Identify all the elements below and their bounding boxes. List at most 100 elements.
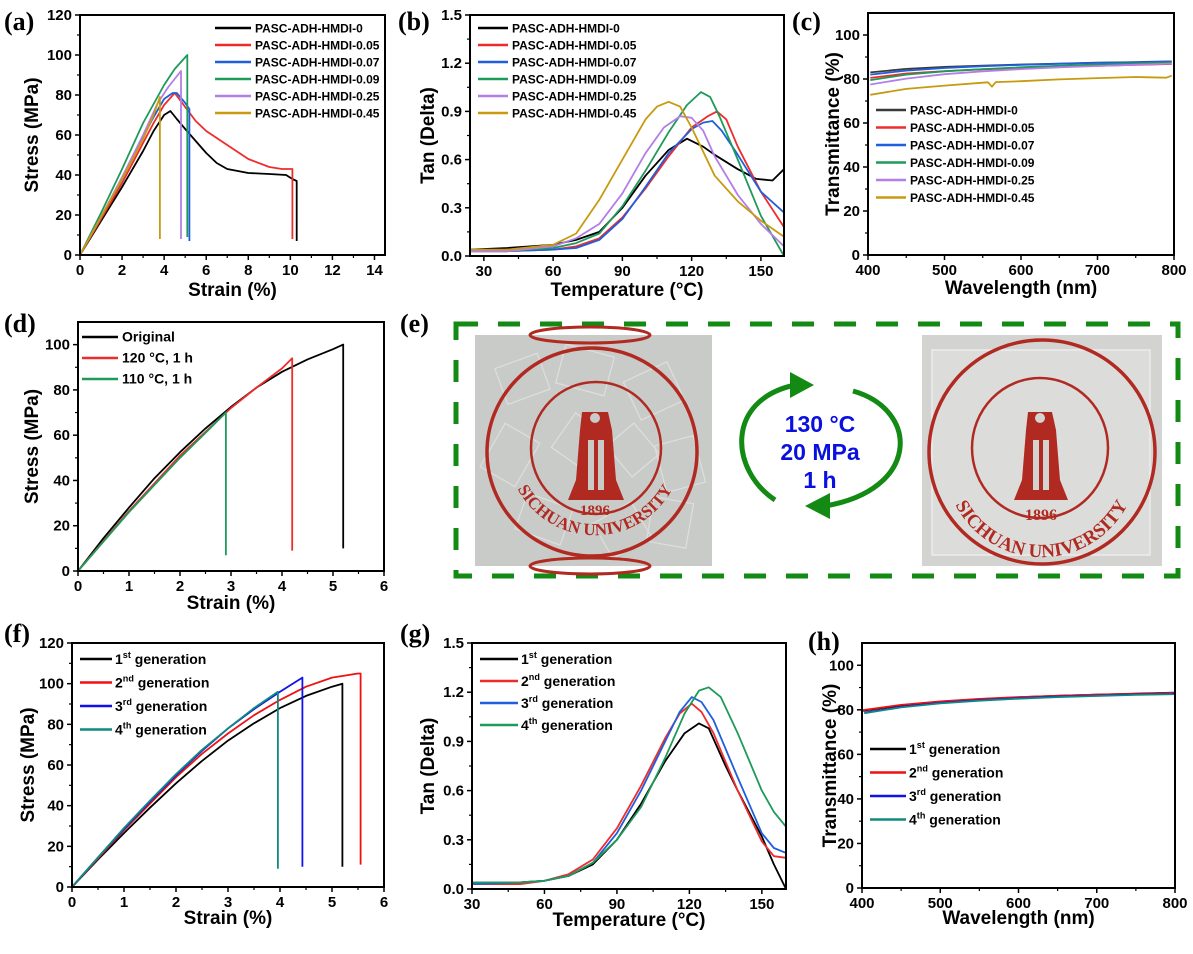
panel-labels: (a) (b) (c) (d) (e) (f) (g) (h) xyxy=(4,7,840,656)
legend-label: 2nd generation xyxy=(115,674,209,691)
legend-label: 3rd generation xyxy=(115,697,207,714)
x-tick-label: 6 xyxy=(202,262,210,279)
y-tick-label: 40 xyxy=(55,167,72,184)
legend-label: PASC-ADH-HMDI-0.45 xyxy=(910,191,1035,205)
series-line-3 xyxy=(870,60,1172,76)
panel-label-g: (g) xyxy=(400,619,430,648)
chart-c: 400 500 600 700 800 0 20 40 60 80 100 Wavelength (n… xyxy=(823,12,1187,299)
y-tick-label: 60 xyxy=(53,427,70,444)
panel-label-c: (c) xyxy=(792,7,821,36)
y-tick-label: 40 xyxy=(843,159,860,176)
series-line-2 xyxy=(472,702,787,885)
x-tick-label: 1 xyxy=(125,578,133,595)
x-axis-title: Temperature (°C) xyxy=(553,910,706,931)
y-tick-label: 0 xyxy=(846,880,854,897)
y-tick-label: 20 xyxy=(47,838,64,855)
x-tick-label: 500 xyxy=(928,895,953,912)
y-tick-label: 0.0 xyxy=(443,881,464,898)
y-axis-title: Transmittance (%) xyxy=(820,684,841,848)
series-line-4 xyxy=(79,54,189,256)
y-tick-label: 80 xyxy=(47,716,64,733)
legend-label: 4th generation xyxy=(521,716,613,733)
series-line-4 xyxy=(864,693,1173,715)
x-tick-label: 30 xyxy=(476,263,493,280)
y-tick-label: 60 xyxy=(47,757,64,774)
y-tick-label: 1.2 xyxy=(441,55,462,72)
y-tick-label: 20 xyxy=(55,207,72,224)
y-tick-label: 100 xyxy=(47,47,72,64)
chart-b: 30 60 90 120 150 0.0 0.3 0.6 0.9 1.2 1.5 Temperatur… xyxy=(418,7,785,301)
y-tick-label: 0 xyxy=(64,247,72,264)
y-tick-label: 0.0 xyxy=(441,248,462,265)
y-tick-label: 0 xyxy=(852,247,860,264)
x-tick-label: 2 xyxy=(118,262,126,279)
legend-label: PASC-ADH-HMDI-0.09 xyxy=(910,156,1035,170)
series-line-4 xyxy=(870,61,1172,81)
x-tick-label: 500 xyxy=(932,262,957,279)
logo-outer-ring xyxy=(927,338,1157,566)
x-tick-label: 3 xyxy=(227,578,235,595)
logo-year: 1896 xyxy=(580,503,611,519)
y-tick-label: 20 xyxy=(837,835,854,852)
legend-label: PASC-ADH-HMDI-0.25 xyxy=(255,90,380,104)
series-line-3 xyxy=(471,696,787,885)
y-tick-label: 60 xyxy=(55,127,72,144)
series-line-5 xyxy=(470,115,785,253)
y-axis-title: Transmittance (%) xyxy=(823,52,844,216)
logo-outer-ring xyxy=(485,346,699,558)
condition-temperature: 130 °C xyxy=(785,411,856,437)
film-fragments xyxy=(479,343,707,560)
x-axis-title: Strain (%) xyxy=(184,908,273,929)
y-tick-label: 0.6 xyxy=(443,783,464,800)
legend-label: 1st generation xyxy=(521,650,612,667)
logo-emblem xyxy=(568,412,624,500)
legend-label: PASC-ADH-HMDI-0.25 xyxy=(910,174,1035,188)
x-tick-label: 120 xyxy=(679,263,704,280)
cycle-arrow-right-icon xyxy=(824,388,903,509)
legend: PASC-ADH-HMDI-0 PASC-ADH-HMDI-0.05 PASC-AD… xyxy=(478,22,637,121)
chart-h: 400 500 600 700 800 0 20 40 60 80 100 Wavelength (n… xyxy=(820,642,1188,929)
chart-g: 30 60 90 120 150 0.0 0.3 0.6 0.9 1.2 1.5 Temperatur… xyxy=(418,635,787,931)
legend-label: 120 °C, 1 h xyxy=(122,350,193,366)
series-line-1 xyxy=(71,682,344,888)
x-tick-label: 800 xyxy=(1162,895,1187,912)
x-tick-label: 12 xyxy=(324,262,341,279)
x-tick-label: 2 xyxy=(172,894,180,911)
legend-label: PASC-ADH-HMDI-0.05 xyxy=(910,121,1035,135)
legend: PASC-ADH-HMDI-0 PASC-ADH-HMDI-0.05 PASC-AD… xyxy=(215,22,380,121)
x-tick-label: 30 xyxy=(464,896,481,913)
series-line-2 xyxy=(470,110,785,253)
y-tick-label: 100 xyxy=(829,657,854,674)
x-tick-label: 5 xyxy=(329,578,337,595)
series-line-6 xyxy=(870,74,1173,96)
series-line-4 xyxy=(472,686,787,884)
panel-label-e: (e) xyxy=(400,309,429,338)
legend-label: PASC-ADH-HMDI-0.09 xyxy=(512,73,637,87)
arrow-head-icon xyxy=(805,493,830,519)
cycle-arrow-left-icon xyxy=(739,382,796,503)
x-tick-label: 2 xyxy=(176,578,184,595)
x-axis-title: Strain (%) xyxy=(188,280,277,301)
y-tick-label: 80 xyxy=(837,702,854,719)
y-tick-label: 0.3 xyxy=(443,832,464,849)
x-tick-label: 600 xyxy=(1006,895,1031,912)
x-tick-label: 8 xyxy=(244,262,252,279)
panel-label-f: (f) xyxy=(4,619,30,648)
x-tick-label: 4 xyxy=(276,894,285,911)
legend: PASC-ADH-HMDI-0 PASC-ADH-HMDI-0.05 PASC-AD… xyxy=(876,104,1035,205)
legend-label: 110 °C, 1 h xyxy=(122,371,192,387)
x-axis-title: Strain (%) xyxy=(187,593,276,614)
legend-label: PASC-ADH-HMDI-0 xyxy=(512,22,620,36)
series-line-2 xyxy=(79,92,294,256)
x-tick-label: 150 xyxy=(748,263,773,280)
series-line-2 xyxy=(870,63,1172,79)
series-line-6 xyxy=(470,100,785,251)
y-axis-title: Stress (MPa) xyxy=(22,77,43,192)
legend-label: 1st generation xyxy=(909,740,1000,757)
legend-label: PASC-ADH-HMDI-0.05 xyxy=(512,39,637,53)
x-tick-label: 14 xyxy=(366,262,383,279)
condition-pressure: 20 MPa xyxy=(780,439,859,465)
healing-cycle: 130 °C 20 MPa 1 h xyxy=(739,372,903,519)
